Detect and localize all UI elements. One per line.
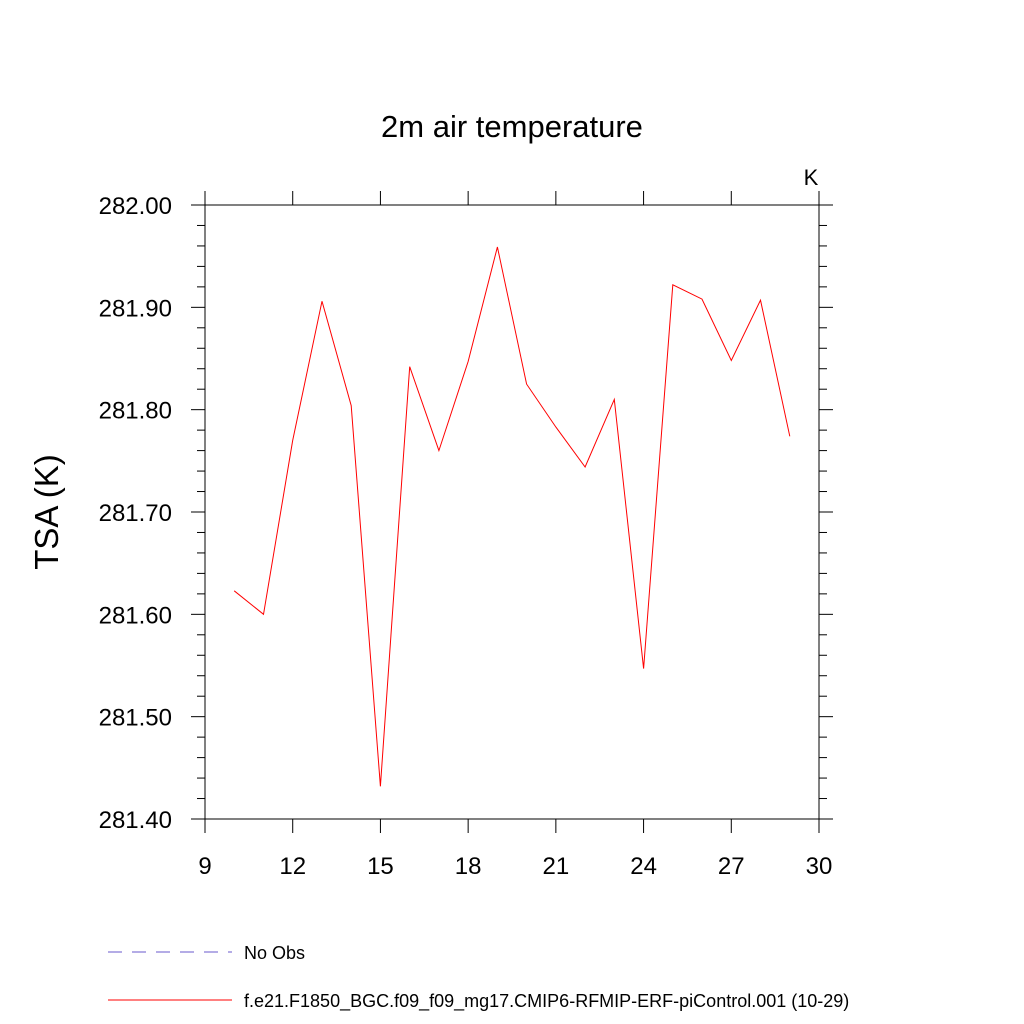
- legend: No Obs f.e21.F1850_BGC.f09_f09_mg17.CMIP6…: [108, 943, 849, 1012]
- series-layer: [233, 246, 791, 787]
- x-tick-label: 27: [718, 853, 745, 880]
- x-tick-label: 30: [806, 853, 833, 880]
- legend-label: No Obs: [244, 943, 305, 963]
- series-line: [233, 246, 791, 787]
- plot-frame: [204, 204, 820, 820]
- y-tick-label: 282.00: [99, 193, 172, 220]
- y-tick-label: 281.60: [99, 602, 172, 629]
- x-tick-label: 18: [455, 853, 482, 880]
- x-axis-ticks: 9 12 15 18 21 24 27 30: [198, 191, 832, 880]
- chart-title: 2m air temperature: [381, 109, 643, 144]
- units-label: K: [804, 165, 819, 190]
- y-axis-ticks: 281.40 281.50 281.60 281.70 281.80 281.90 282.…: [99, 193, 833, 834]
- x-tick-label: 9: [198, 853, 211, 880]
- x-tick-label: 21: [543, 853, 570, 880]
- x-tick-label: 12: [279, 853, 306, 880]
- y-tick-label: 281.70: [99, 500, 172, 527]
- x-tick-label: 24: [630, 853, 657, 880]
- y-axis-label: TSA (K): [28, 454, 65, 570]
- legend-label: f.e21.F1850_BGC.f09_f09_mg17.CMIP6-RFMIP…: [244, 991, 849, 1012]
- y-tick-label: 281.50: [99, 705, 172, 732]
- y-tick-label: 281.90: [99, 295, 172, 322]
- y-tick-label: 281.40: [99, 807, 172, 834]
- y-tick-label: 281.80: [99, 398, 172, 425]
- x-tick-label: 15: [367, 853, 394, 880]
